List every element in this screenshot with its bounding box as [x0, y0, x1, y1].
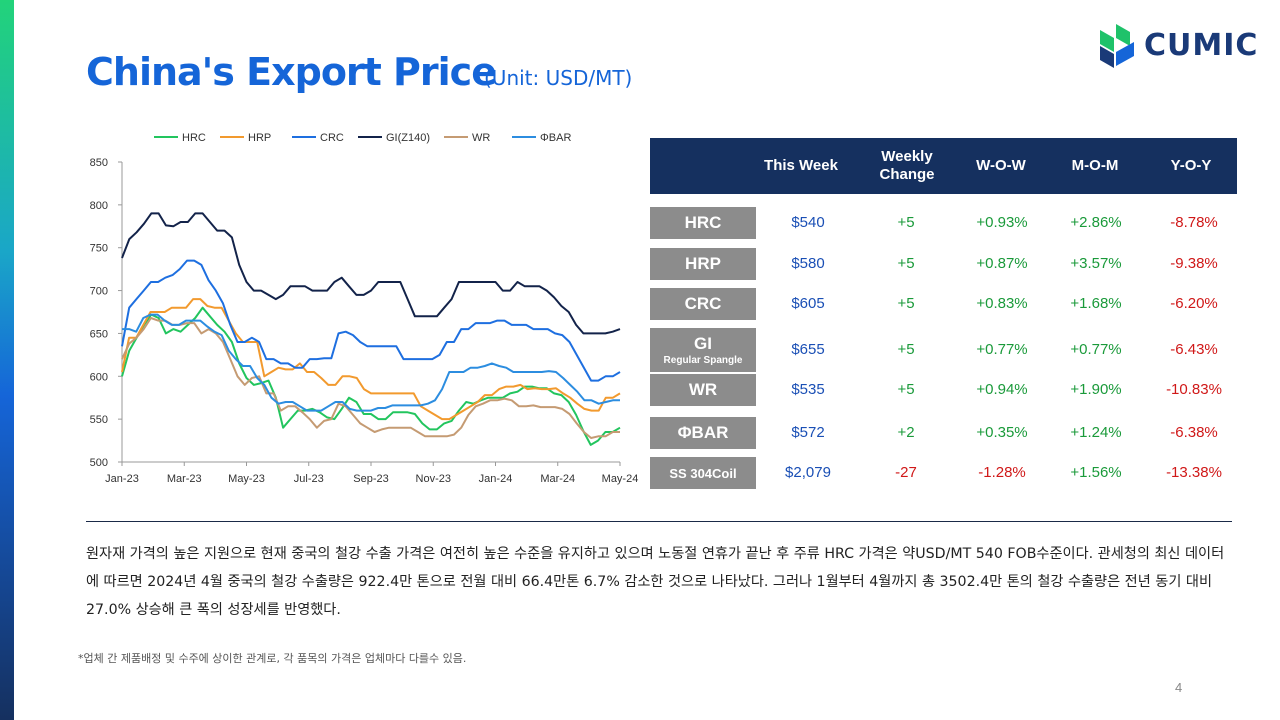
- row-label-text: HRC: [684, 213, 722, 232]
- cell-change: +5: [897, 381, 915, 398]
- legend-label: GI(Z140): [386, 132, 430, 144]
- cell-price: $535: [791, 381, 825, 398]
- y-tick-label: 700: [90, 286, 108, 298]
- cell-yoy: -13.38%: [1166, 464, 1222, 481]
- cell-change: +5: [897, 341, 915, 358]
- x-tick-label: Mar-23: [167, 473, 202, 485]
- table-header: This Week Weekly Change W-O-W M-O-M Y-O-…: [650, 138, 1237, 194]
- row-label: WR: [650, 374, 756, 406]
- row-label: ΦBAR: [650, 417, 756, 449]
- series-line-bar: [122, 313, 620, 412]
- cell-price: $605: [791, 295, 825, 312]
- row-label-text: ΦBAR: [677, 423, 729, 442]
- cell-yoy: -8.78%: [1170, 214, 1218, 231]
- cumic-logo: CUMIC: [1096, 22, 1259, 70]
- left-accent-bar: [0, 0, 14, 720]
- header-weekly-change-text: Weekly Change: [879, 148, 935, 183]
- x-tick-label: Nov-23: [416, 473, 451, 485]
- cell-yoy: -6.43%: [1170, 341, 1218, 358]
- cell-wow: +0.35%: [976, 424, 1028, 441]
- cell-yoy: -10.83%: [1166, 381, 1222, 398]
- page-number: 4: [1175, 680, 1183, 695]
- cell-wow: -1.28%: [978, 464, 1026, 481]
- series-line-giz140: [121, 212, 621, 335]
- page-title: China's Export Price: [86, 50, 497, 94]
- y-tick-label: 550: [90, 414, 108, 426]
- header-mom: M-O-M: [1071, 157, 1119, 174]
- legend-label: HRC: [182, 132, 206, 144]
- cell-change: +2: [897, 424, 915, 441]
- x-tick-label: Sep-23: [353, 473, 388, 485]
- cell-yoy: -9.38%: [1170, 255, 1218, 272]
- unit-label: (Unit: USD/MT): [484, 66, 633, 90]
- cell-price: $572: [791, 424, 825, 441]
- cell-price: $2,079: [785, 464, 831, 481]
- x-tick-label: Jul-23: [294, 473, 324, 485]
- cell-mom: +1.24%: [1070, 424, 1122, 441]
- header-weekly-change: Weekly Change: [862, 138, 952, 194]
- footnote: *업체 간 제품배정 및 수주에 상이한 관계로, 각 품목의 가격은 업체마다…: [78, 652, 467, 665]
- cell-price: $580: [791, 255, 825, 272]
- row-label: HRC: [650, 207, 756, 239]
- cell-change: +5: [897, 295, 915, 312]
- row-label-text: SS 304Coil: [669, 465, 737, 481]
- cell-mom: +1.56%: [1070, 464, 1122, 481]
- y-tick-label: 650: [90, 328, 108, 340]
- export-price-line-chart: 500 550 600 650 700 750 800 850 Jan-23 Mar-23 May-…: [90, 132, 639, 485]
- cell-wow: +0.83%: [976, 295, 1028, 312]
- header-yoy: Y-O-Y: [1170, 157, 1212, 174]
- cell-change: +5: [897, 255, 915, 272]
- series-line-wr: [121, 317, 620, 439]
- legend-label: ΦBAR: [540, 132, 571, 144]
- legend-label: HRP: [248, 132, 271, 144]
- x-tick-label: Jan-24: [479, 473, 513, 485]
- x-tick-label: Mar-24: [540, 473, 575, 485]
- cell-mom: +0.77%: [1070, 341, 1122, 358]
- cell-wow: +0.77%: [976, 341, 1028, 358]
- row-label: SS 304Coil: [650, 457, 756, 489]
- y-tick-label: 800: [90, 200, 108, 212]
- row-label-text: GI: [694, 334, 712, 353]
- y-tick-label: 850: [90, 157, 108, 169]
- y-tick-label: 500: [90, 457, 108, 469]
- cell-change: -27: [895, 464, 917, 481]
- market-commentary: 원자재 가격의 높은 지원으로 현재 중국의 철강 수출 가격은 여전히 높은 …: [86, 546, 1225, 618]
- x-tick-label: May-23: [228, 473, 265, 485]
- y-tick-label: 750: [90, 243, 108, 255]
- row-label: GI Regular Spangle: [650, 328, 756, 372]
- cumic-logo-text: CUMIC: [1144, 28, 1259, 63]
- cell-mom: +1.90%: [1070, 381, 1122, 398]
- row-label-text: WR: [688, 380, 718, 399]
- cell-yoy: -6.38%: [1170, 424, 1218, 441]
- row-label-subtext: Regular Spangle: [663, 355, 743, 366]
- series-line-crc: [121, 259, 621, 382]
- cumic-logo-icon: [1100, 24, 1134, 68]
- row-label: HRP: [650, 248, 756, 280]
- header-wow: W-O-W: [976, 157, 1026, 174]
- cell-mom: +3.57%: [1070, 255, 1122, 272]
- cell-price: $655: [791, 341, 825, 358]
- row-label-text: HRP: [685, 254, 721, 273]
- legend-label: WR: [472, 132, 490, 144]
- cell-mom: +1.68%: [1070, 295, 1122, 312]
- y-tick-label: 600: [90, 371, 108, 383]
- cell-mom: +2.86%: [1070, 214, 1122, 231]
- section-divider: [86, 521, 1232, 522]
- cell-change: +5: [897, 214, 915, 231]
- x-tick-label: May-24: [602, 473, 639, 485]
- cell-wow: +0.87%: [976, 255, 1028, 272]
- cell-yoy: -6.20%: [1170, 295, 1218, 312]
- cell-wow: +0.94%: [976, 381, 1028, 398]
- row-label-text: CRC: [684, 294, 722, 313]
- header-this-week: This Week: [764, 157, 838, 174]
- series-line-hrp: [121, 298, 621, 421]
- x-tick-label: Jan-23: [105, 473, 139, 485]
- row-label: CRC: [650, 288, 756, 320]
- cell-wow: +0.93%: [976, 214, 1028, 231]
- legend-label: CRC: [320, 132, 344, 144]
- cell-price: $540: [791, 214, 825, 231]
